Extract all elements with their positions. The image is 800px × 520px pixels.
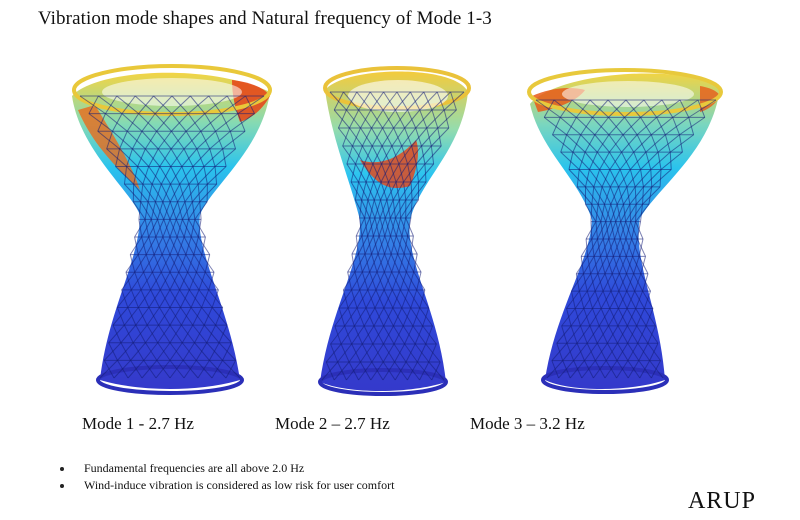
- bullet-icon: [60, 484, 64, 488]
- mode-shape-figures: [72, 64, 723, 396]
- lattice-members: [321, 91, 465, 381]
- mode-2-tower-body: [320, 71, 468, 391]
- mode-3-frequency-label: Mode 3 – 3.2 Hz: [470, 414, 585, 433]
- mode-2-top-opening: [348, 80, 448, 112]
- lattice-members: [535, 99, 717, 379]
- mode-1-base-ring: [96, 365, 244, 395]
- note-item: Wind-induce vibration is considered as l…: [60, 477, 394, 494]
- bullet-icon: [60, 467, 64, 471]
- mode-2-tower-figure: [318, 66, 471, 396]
- slide-title: Vibration mode shapes and Natural freque…: [38, 8, 492, 29]
- lattice-members: [79, 95, 265, 379]
- mode-3-tower-figure: [527, 68, 723, 394]
- note-text: Fundamental frequencies are all above 2.…: [84, 461, 305, 475]
- arup-logo: ARUP: [687, 488, 756, 514]
- mode-1-tower-figure: [72, 64, 272, 395]
- mode-1-frequency-label: Mode 1 - 2.7 Hz: [82, 414, 194, 433]
- note-text: Wind-induce vibration is considered as l…: [84, 478, 395, 492]
- mode-3-base-ring: [541, 366, 669, 394]
- mode-1-top-opening: [102, 78, 242, 106]
- notes-list: Fundamental frequencies are all above 2.…: [60, 460, 394, 494]
- mode-3-top-ring: [527, 68, 723, 116]
- mode-1-deformation-hotspot: [78, 105, 140, 190]
- mode-2-frequency-label: Mode 2 – 2.7 Hz: [275, 414, 390, 433]
- mode-2-base-ring: [318, 368, 448, 396]
- note-item: Fundamental frequencies are all above 2.…: [60, 460, 394, 477]
